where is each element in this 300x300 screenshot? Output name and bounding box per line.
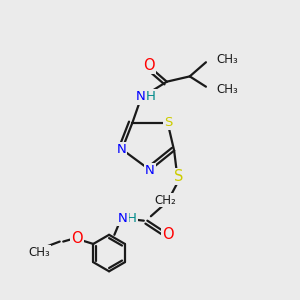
- Text: S: S: [174, 169, 183, 184]
- Text: O: O: [71, 231, 83, 246]
- Text: N: N: [118, 212, 128, 225]
- Text: CH₂: CH₂: [154, 194, 176, 207]
- Text: CH₃: CH₃: [216, 82, 238, 95]
- Text: CH₃: CH₃: [28, 246, 50, 259]
- Text: N: N: [135, 91, 145, 103]
- Text: O: O: [143, 58, 155, 73]
- Text: S: S: [164, 116, 172, 129]
- Text: H: H: [127, 212, 137, 225]
- Text: H: H: [146, 91, 156, 103]
- Text: N: N: [117, 143, 126, 156]
- Text: N: N: [145, 164, 155, 177]
- Text: CH₃: CH₃: [216, 53, 238, 66]
- Text: O: O: [162, 227, 174, 242]
